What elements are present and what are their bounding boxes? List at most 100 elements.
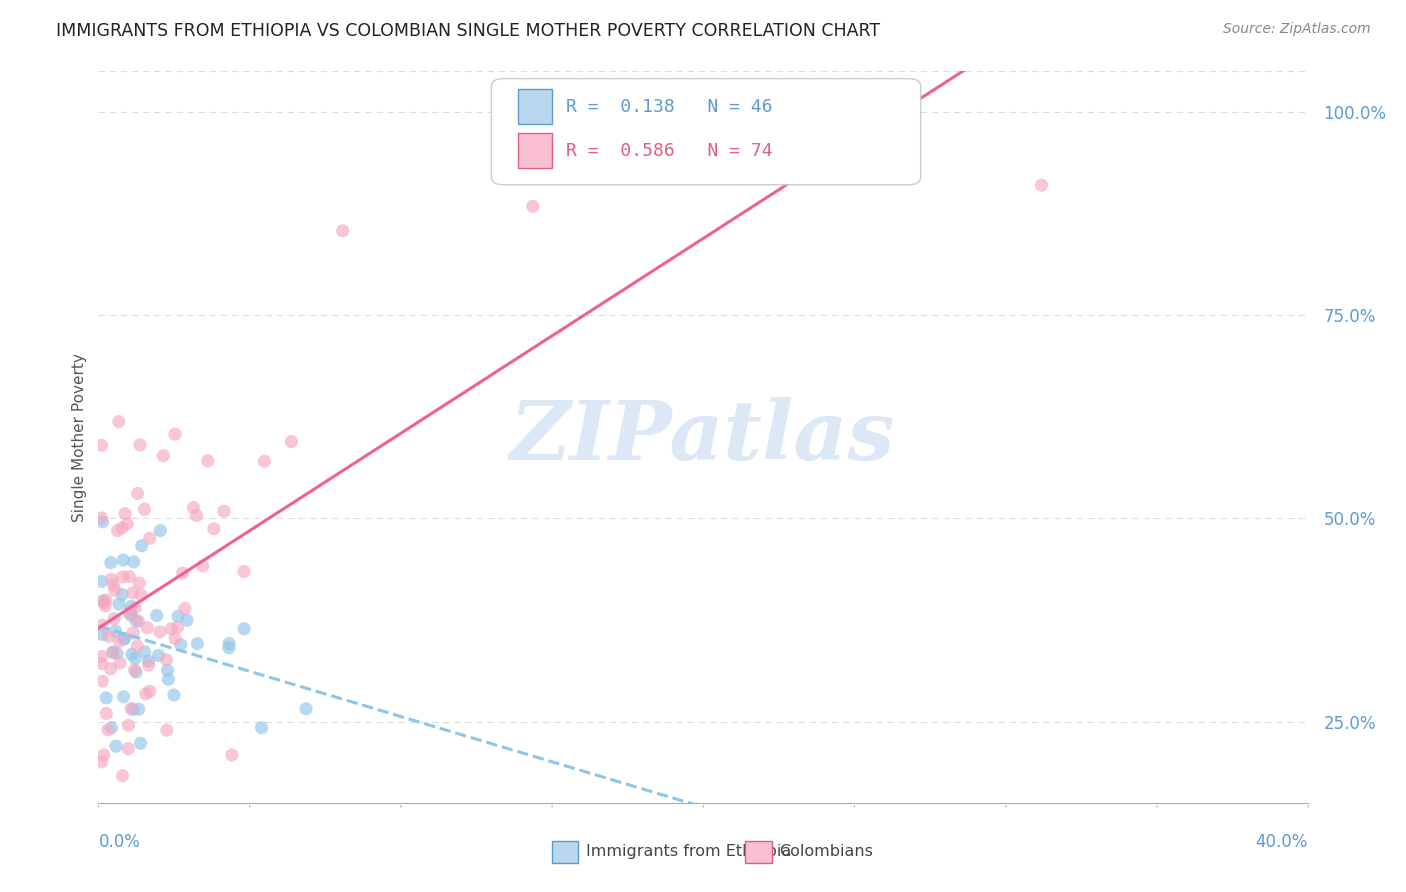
Point: [117, 741, 139, 756]
Point: [96, 690, 118, 705]
Point: [111, 521, 134, 535]
Point: [149, 624, 172, 639]
Point: [100, 556, 122, 570]
Point: [332, 224, 354, 238]
Point: [129, 438, 152, 452]
Point: [138, 658, 160, 673]
Point: [124, 663, 146, 677]
Point: [105, 646, 128, 660]
Point: [250, 721, 273, 735]
Point: [124, 600, 146, 615]
Point: [170, 638, 193, 652]
Bar: [551, 841, 578, 863]
Point: [138, 654, 160, 668]
Point: [108, 656, 131, 670]
Point: [94, 599, 117, 613]
Point: [176, 613, 198, 627]
Point: [97, 629, 120, 643]
Text: R =  0.138   N = 46: R = 0.138 N = 46: [567, 98, 773, 116]
Point: [90, 438, 112, 452]
Point: [118, 569, 141, 583]
Text: ZIPatlas: ZIPatlas: [510, 397, 896, 477]
Point: [152, 449, 174, 463]
Point: [131, 539, 153, 553]
Point: [167, 609, 190, 624]
Point: [111, 570, 134, 584]
Point: [172, 566, 194, 580]
Point: [93, 595, 115, 609]
Point: [125, 614, 148, 628]
Point: [104, 624, 127, 638]
Point: [191, 558, 214, 573]
Point: [90, 649, 112, 664]
Point: [90, 511, 112, 525]
Text: 0.0%: 0.0%: [98, 833, 141, 851]
Point: [253, 454, 276, 468]
Point: [101, 646, 124, 660]
Text: R =  0.586   N = 74: R = 0.586 N = 74: [567, 142, 773, 160]
Point: [163, 427, 186, 442]
Point: [114, 632, 136, 646]
Point: [90, 574, 112, 589]
Point: [280, 434, 302, 449]
Text: 40.0%: 40.0%: [1256, 833, 1308, 851]
Point: [103, 612, 125, 626]
Point: [93, 747, 115, 762]
Point: [149, 524, 172, 538]
FancyBboxPatch shape: [492, 78, 921, 185]
Point: [134, 645, 156, 659]
Point: [91, 618, 114, 632]
Point: [114, 507, 136, 521]
Point: [90, 657, 112, 671]
Point: [122, 555, 145, 569]
Point: [233, 565, 256, 579]
Point: [103, 578, 125, 592]
Point: [105, 739, 128, 754]
Point: [128, 576, 150, 591]
Point: [218, 640, 240, 655]
Point: [107, 524, 129, 538]
Point: [136, 621, 159, 635]
Point: [160, 622, 183, 636]
Point: [183, 500, 205, 515]
Point: [156, 663, 179, 677]
Point: [111, 769, 134, 783]
Point: [121, 702, 143, 716]
Y-axis label: Single Mother Poverty: Single Mother Poverty: [72, 352, 87, 522]
Point: [91, 627, 114, 641]
FancyBboxPatch shape: [517, 133, 553, 169]
Point: [139, 684, 162, 698]
Point: [120, 599, 142, 614]
Point: [108, 415, 131, 429]
Point: [186, 508, 208, 523]
Point: [135, 687, 157, 701]
Point: [295, 702, 318, 716]
Point: [112, 632, 135, 646]
Point: [125, 665, 148, 679]
Point: [128, 702, 150, 716]
Text: Source: ZipAtlas.com: Source: ZipAtlas.com: [1223, 22, 1371, 37]
Point: [118, 605, 141, 619]
Point: [96, 706, 118, 721]
Point: [165, 632, 187, 646]
Point: [100, 721, 122, 735]
Point: [121, 586, 143, 600]
Point: [121, 648, 143, 662]
Text: Colombians: Colombians: [779, 845, 873, 859]
Point: [108, 634, 131, 648]
Point: [202, 522, 225, 536]
Point: [155, 653, 177, 667]
Point: [127, 614, 149, 628]
Point: [91, 674, 114, 689]
Point: [115, 516, 138, 531]
Point: [122, 626, 145, 640]
Point: [91, 594, 114, 608]
Point: [233, 622, 256, 636]
Text: IMMIGRANTS FROM ETHIOPIA VS COLOMBIAN SINGLE MOTHER POVERTY CORRELATION CHART: IMMIGRANTS FROM ETHIOPIA VS COLOMBIAN SI…: [56, 22, 880, 40]
Point: [218, 636, 240, 650]
Point: [90, 755, 112, 769]
Point: [163, 688, 186, 702]
Point: [129, 588, 152, 602]
Point: [108, 597, 131, 611]
Point: [94, 592, 117, 607]
